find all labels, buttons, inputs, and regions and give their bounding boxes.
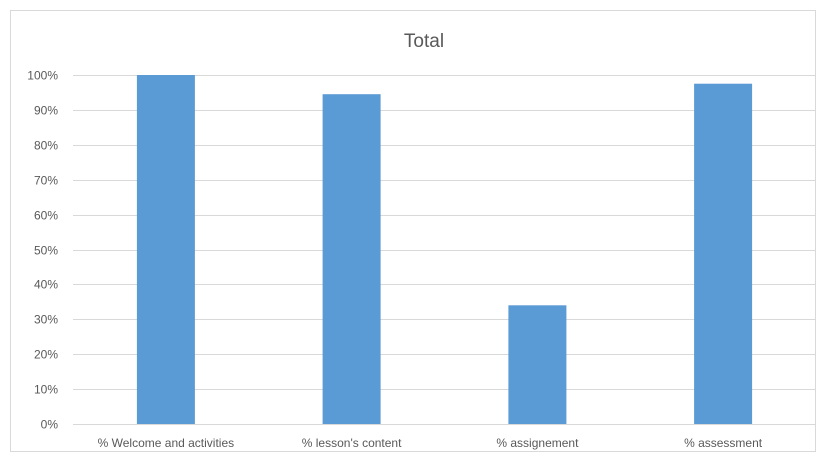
y-axis: 0% 10% 20% 30% 40% 50% 60% 70% 80% 90% 100% <box>27 69 58 432</box>
x-tick-label: % lesson's content <box>302 436 402 450</box>
bars <box>136 75 753 424</box>
y-tick-label: 30% <box>34 313 58 327</box>
y-tick-label: 80% <box>34 139 58 153</box>
y-tick-label: 60% <box>34 209 58 223</box>
y-tick-label: 100% <box>27 69 58 83</box>
y-tick-label: 70% <box>34 174 58 188</box>
x-axis: % Welcome and activities % lesson's conte… <box>98 436 763 450</box>
bar <box>694 83 753 424</box>
gridlines <box>73 75 816 425</box>
y-tick-label: 50% <box>34 244 58 258</box>
bar <box>136 75 195 424</box>
bar <box>322 94 381 424</box>
x-tick-label: % Welcome and activities <box>98 436 235 450</box>
y-tick-label: 90% <box>34 104 58 118</box>
y-tick-label: 40% <box>34 278 58 292</box>
y-tick-label: 0% <box>41 418 59 432</box>
x-tick-label: % assignement <box>496 436 579 450</box>
y-tick-label: 20% <box>34 348 58 362</box>
x-tick-label: % assessment <box>684 436 763 450</box>
chart-title: Total <box>404 31 444 52</box>
bar <box>508 305 567 424</box>
y-tick-label: 10% <box>34 383 58 397</box>
